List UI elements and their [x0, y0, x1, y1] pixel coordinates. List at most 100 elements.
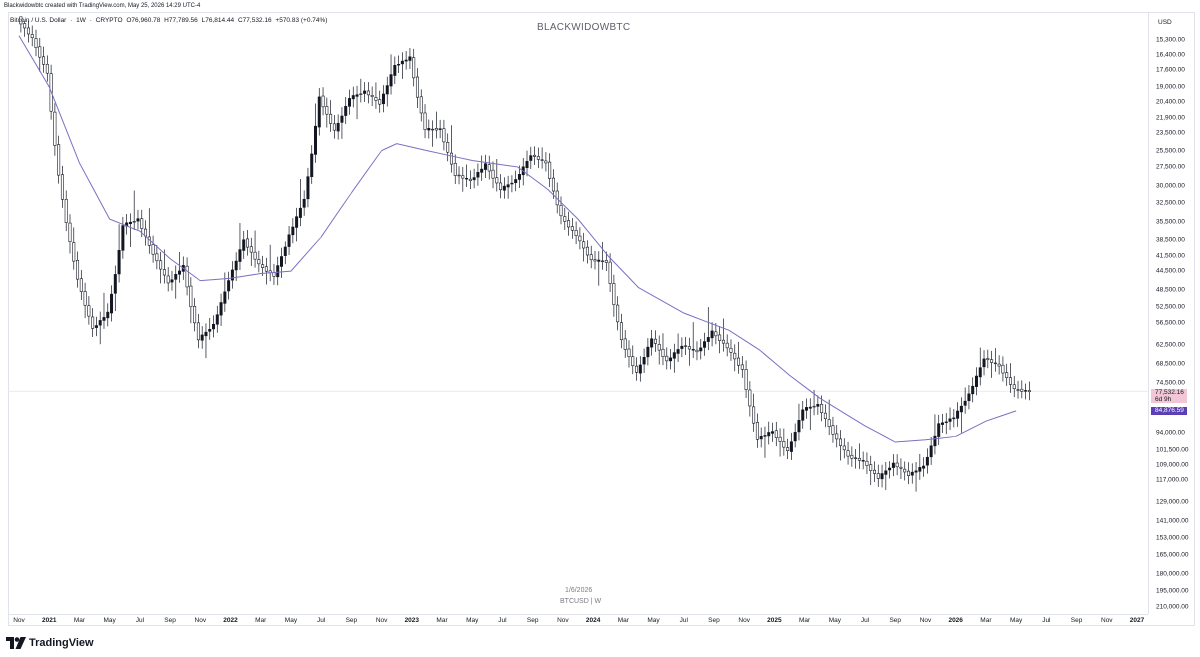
price-label: 35,500.00 — [1156, 218, 1185, 226]
candle — [336, 114, 340, 140]
candle-body — [419, 96, 423, 114]
candle-body — [295, 216, 299, 228]
candle-body — [389, 74, 393, 87]
bar-countdown: 6d 9h — [1155, 396, 1172, 403]
candle — [922, 457, 926, 477]
candle-body — [83, 291, 87, 306]
tradingview-logo[interactable]: TradingView — [6, 636, 94, 650]
candle — [91, 308, 95, 337]
candle-body — [502, 185, 506, 191]
candle — [264, 257, 268, 285]
candle — [808, 398, 812, 431]
candle-body — [574, 229, 578, 236]
time-label: Mar — [436, 617, 448, 624]
candle-body — [166, 275, 170, 284]
candle — [34, 29, 38, 57]
candle-body — [110, 293, 114, 314]
candle-body — [98, 320, 102, 326]
candle-body — [57, 144, 61, 176]
time-axis[interactable] — [8, 614, 1148, 627]
price-label: 48,500.00 — [1156, 286, 1185, 294]
time-label: 2023 — [404, 617, 420, 624]
candle-body — [956, 410, 960, 419]
candle-body — [370, 95, 374, 97]
price-label: 27,500.00 — [1156, 163, 1185, 171]
candle-body — [612, 283, 616, 305]
candle-body — [653, 338, 657, 344]
candle-body — [978, 367, 982, 378]
candle-body — [718, 334, 722, 341]
candle-body — [30, 34, 34, 39]
legend-interval[interactable]: 1W — [76, 17, 86, 24]
candle-body — [340, 115, 344, 123]
currency-label[interactable]: USD — [1158, 19, 1172, 26]
candle-body — [468, 178, 472, 181]
price-axis[interactable] — [1148, 12, 1196, 614]
candle-body — [959, 405, 963, 413]
candle — [978, 347, 982, 386]
candle — [525, 150, 529, 177]
candle-body — [427, 128, 431, 131]
candle-body — [397, 64, 401, 66]
candle-body — [585, 246, 589, 256]
candle — [891, 454, 895, 477]
candle-body — [336, 122, 340, 132]
candle — [963, 387, 967, 414]
candle — [793, 423, 797, 448]
candle — [680, 337, 684, 358]
candle — [302, 190, 306, 216]
candle — [1008, 363, 1012, 393]
candle — [457, 166, 461, 185]
candle — [128, 213, 132, 247]
legend-symbol[interactable]: Bitcoin / U.S. Dollar — [10, 17, 67, 24]
candle-body — [94, 325, 98, 328]
candle-body — [729, 347, 733, 353]
candle — [914, 462, 918, 492]
candle-body — [355, 94, 359, 97]
candle — [789, 432, 793, 461]
candle-body — [661, 348, 665, 357]
candle-body — [805, 407, 809, 411]
time-label: 2024 — [585, 617, 601, 624]
time-label: Mar — [617, 617, 629, 624]
candle-body — [310, 153, 314, 177]
tradingview-logo-text: TradingView — [29, 637, 94, 649]
candle — [355, 85, 359, 120]
candle-body — [298, 207, 302, 218]
candle — [287, 225, 291, 256]
candle — [257, 250, 261, 273]
candle — [23, 20, 27, 37]
candle — [687, 337, 691, 366]
time-label: Sep — [1070, 617, 1083, 624]
candle — [381, 85, 385, 113]
candle-body — [763, 435, 767, 437]
candle — [261, 255, 265, 277]
candle — [676, 333, 680, 362]
candle-body — [593, 259, 597, 262]
candle — [823, 404, 827, 428]
candle — [378, 90, 382, 113]
chart-frame — [8, 12, 1195, 626]
candle — [347, 89, 351, 115]
candle — [30, 25, 34, 47]
candle — [117, 224, 121, 283]
candle — [714, 322, 718, 345]
candle-body — [174, 273, 178, 280]
candle-body — [786, 447, 790, 451]
candle-body — [132, 221, 136, 223]
candle — [423, 104, 427, 139]
candle-body — [604, 260, 608, 263]
candle — [230, 261, 234, 289]
price-label: 68,500.00 — [1156, 360, 1185, 368]
candle — [212, 315, 216, 338]
candle — [990, 350, 994, 378]
candle-body — [313, 125, 317, 155]
candle-body — [525, 161, 529, 169]
candle-body — [646, 346, 650, 358]
candle — [982, 350, 986, 376]
chart-watermark-title: BLACKWIDOWBTC — [537, 22, 631, 33]
candle-body — [230, 269, 234, 281]
candle-body — [487, 164, 491, 172]
candle — [940, 413, 944, 434]
